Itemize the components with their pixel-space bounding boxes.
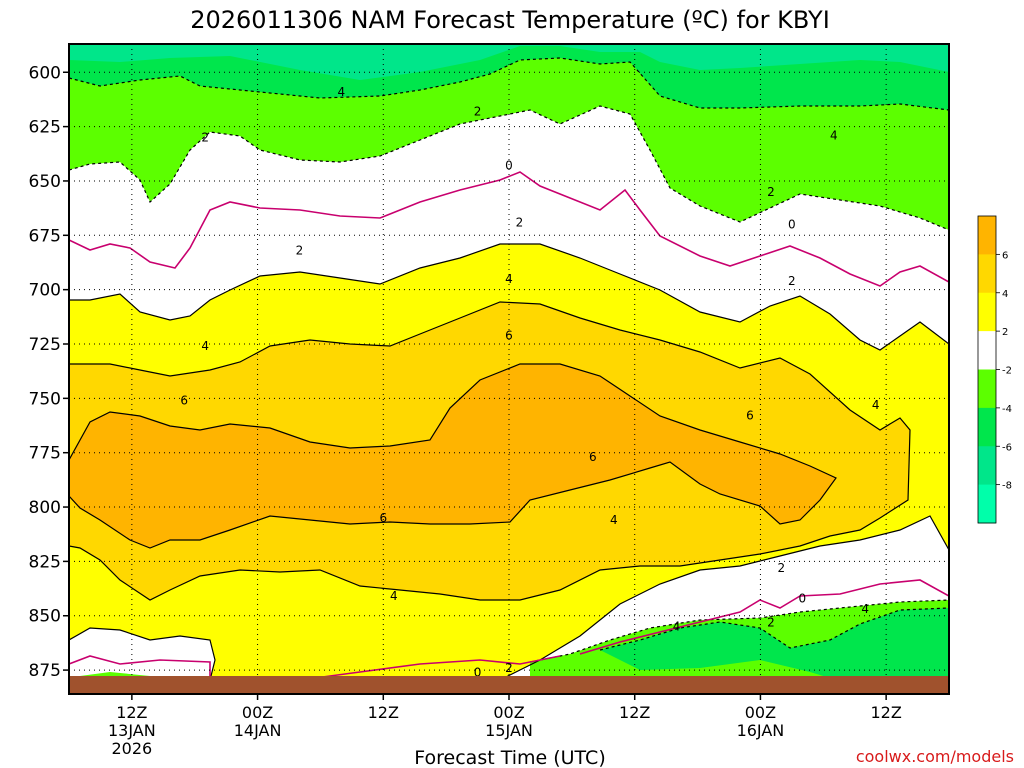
isotherm-lower-minus2 — [529, 599, 949, 663]
isotherm-lower-minus4 — [599, 607, 949, 651]
colorbar-label: 2 — [1002, 327, 1008, 338]
contour-label: 2 — [474, 104, 482, 118]
grid-lines — [69, 44, 949, 694]
isotherm-lower-left-plus2 — [69, 627, 216, 681]
band-lower-minus4-region — [600, 608, 949, 690]
contour-label: 0 — [788, 217, 796, 231]
y-tick-label: 775 — [29, 444, 61, 464]
freezing-line-upper — [69, 171, 949, 287]
isotherm-minus4 — [69, 57, 949, 111]
colorbar-swatch — [978, 484, 996, 524]
watermark: coolwx.com/models — [856, 747, 1014, 766]
y-tick-label: 750 — [29, 389, 61, 409]
y-tick-label: 850 — [29, 607, 61, 627]
contour-label: 4 — [861, 602, 869, 616]
contour-label: 6 — [589, 450, 597, 464]
contour-labels: 4 2 2 4 0 2 0 2 2 2 4 6 4 6 6 4 6 6 4 4 2 0 2 4 4 2 0 — [180, 85, 879, 679]
contour-label: 0 — [474, 665, 482, 679]
band-plus6-region — [69, 364, 836, 548]
y-tick-label: 600 — [29, 63, 61, 83]
y-tick-label: 700 — [29, 281, 61, 301]
y-tick-label: 675 — [29, 226, 61, 246]
x-tick-label: 14JAN — [234, 721, 282, 740]
colorbar-label: -2 — [1002, 366, 1012, 377]
colorbar-swatch — [978, 369, 996, 409]
contour-label: 4 — [673, 620, 681, 634]
isotherm-lines — [69, 57, 949, 681]
contour-label: 4 — [338, 85, 346, 99]
freezing-line-lower-right — [579, 579, 949, 655]
contour-label: 2 — [505, 661, 513, 675]
isotherm-lower-plus2 — [499, 515, 949, 681]
isotherm-plus2 — [69, 243, 949, 351]
y-axis: 600 625 650 675 700 725 750 775 800 825 850 875 — [29, 63, 69, 681]
contour-label: 6 — [180, 394, 188, 408]
band-lower-left-zero-region — [69, 628, 215, 682]
contour-label: 2 — [516, 215, 524, 229]
contour-label: 6 — [505, 328, 513, 342]
x-tick-label: 15JAN — [485, 721, 533, 740]
chart-title: 2026011306 NAM Forecast Temperature (ºC)… — [190, 6, 830, 34]
contour-label: 0 — [505, 159, 513, 173]
colorbar: 6 4 2 -2 -4 -6 -8 — [977, 215, 1012, 524]
x-axis-label: Forecast Time (UTC) — [414, 747, 605, 768]
contour-label: 4 — [201, 339, 209, 353]
x-tick-label: 00Z — [242, 703, 273, 722]
colorbar-swatch — [978, 331, 996, 370]
contour-label: 2 — [778, 561, 786, 575]
colorbar-swatch — [978, 216, 996, 255]
y-tick-label: 650 — [29, 172, 61, 192]
contour-label: 2 — [767, 615, 775, 629]
contour-label: 2 — [296, 244, 304, 258]
contour-label: 4 — [505, 272, 513, 286]
colorbar-swatch — [978, 407, 996, 447]
y-tick-label: 625 — [29, 118, 61, 138]
x-tick-label: 12Z — [870, 703, 901, 722]
ground-strip — [69, 676, 949, 694]
freezing-line-lower-left — [69, 655, 211, 680]
colorbar-label: -8 — [1002, 481, 1012, 492]
contour-label: 4 — [830, 128, 838, 142]
isotherm-plus4 — [69, 301, 911, 601]
contour-label: 4 — [390, 589, 398, 603]
colorbar-label: 4 — [1002, 289, 1008, 300]
x-tick-label: 00Z — [493, 703, 524, 722]
contour-label: 4 — [872, 398, 880, 412]
y-tick-label: 825 — [29, 552, 61, 572]
contour-label: 2 — [767, 185, 775, 199]
x-tick-label: 12Z — [619, 703, 650, 722]
x-tick-label: 2026 — [111, 739, 152, 758]
y-tick-label: 875 — [29, 661, 61, 681]
colorbar-label: -4 — [1002, 404, 1012, 415]
colorbar-label: -6 — [1002, 442, 1012, 453]
colorbar-swatch — [978, 292, 996, 332]
contour-label: 2 — [201, 130, 209, 144]
x-tick-label: 16JAN — [737, 721, 785, 740]
y-tick-label: 800 — [29, 498, 61, 518]
x-tick-label: 12Z — [368, 703, 399, 722]
colorbar-swatch — [978, 446, 996, 486]
plot-area: 4 2 2 4 0 2 0 2 2 2 4 6 4 6 6 4 6 6 4 4 2 0 2 4 4 2 0 — [68, 43, 950, 695]
x-tick-label: 12Z — [116, 703, 147, 722]
isotherm-plus6 — [69, 363, 837, 549]
contour-label: 6 — [379, 511, 387, 525]
contour-label: 0 — [799, 591, 807, 605]
colorbar-swatch — [978, 254, 996, 294]
y-tick-label: 725 — [29, 335, 61, 355]
contour-label: 6 — [746, 409, 754, 423]
x-tick-label: 13JAN — [108, 721, 156, 740]
colorbar-label: 6 — [1002, 250, 1008, 261]
contour-label: 4 — [610, 513, 618, 527]
contour-label: 2 — [788, 274, 796, 288]
x-tick-label: 00Z — [745, 703, 776, 722]
